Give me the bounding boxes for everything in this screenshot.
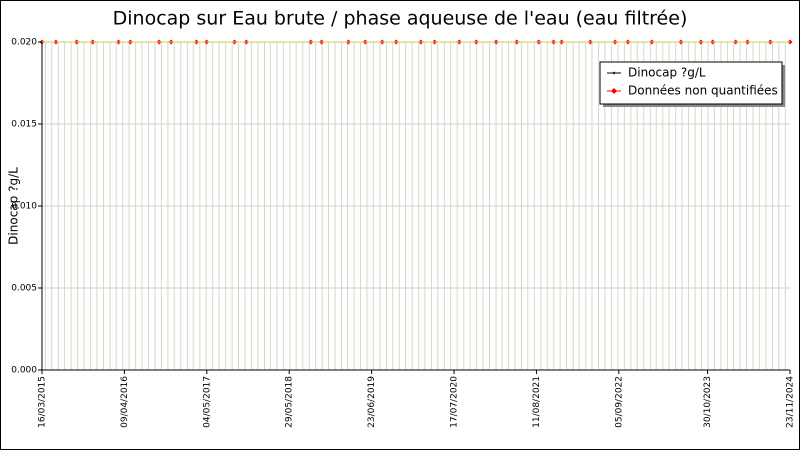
legend-marker: [612, 71, 616, 75]
y-axis-label: Dinocap ?g/L: [7, 167, 21, 245]
y-tick-label: 0.015: [11, 120, 37, 130]
x-tick-label: 30/10/2023: [703, 376, 713, 428]
y-tick-label: 0.000: [11, 366, 37, 376]
x-tick-label: 11/08/2021: [532, 376, 542, 428]
x-tick-label: 17/07/2020: [450, 376, 460, 428]
y-tick-label: 0.020: [11, 38, 37, 48]
legend-marker: [611, 88, 617, 94]
x-tick-label: 23/11/2024: [786, 376, 796, 428]
legend: [599, 61, 783, 105]
legend-label: Dinocap ?g/L: [628, 66, 706, 80]
chart-title: Dinocap sur Eau brute / phase aqueuse de…: [113, 8, 688, 30]
x-tick-label: 05/09/2022: [614, 376, 624, 428]
x-tick-label: 16/03/2015: [38, 376, 48, 428]
x-tick-label: 23/06/2019: [367, 376, 377, 428]
y-tick-label: 0.010: [11, 202, 37, 212]
x-tick-label: 29/05/2018: [285, 376, 295, 428]
x-tick-label: 04/05/2017: [202, 376, 212, 428]
x-tick-label: 09/04/2016: [120, 376, 130, 428]
legend-label: Données non quantifiées: [628, 84, 778, 98]
y-tick-label: 0.005: [11, 284, 37, 294]
